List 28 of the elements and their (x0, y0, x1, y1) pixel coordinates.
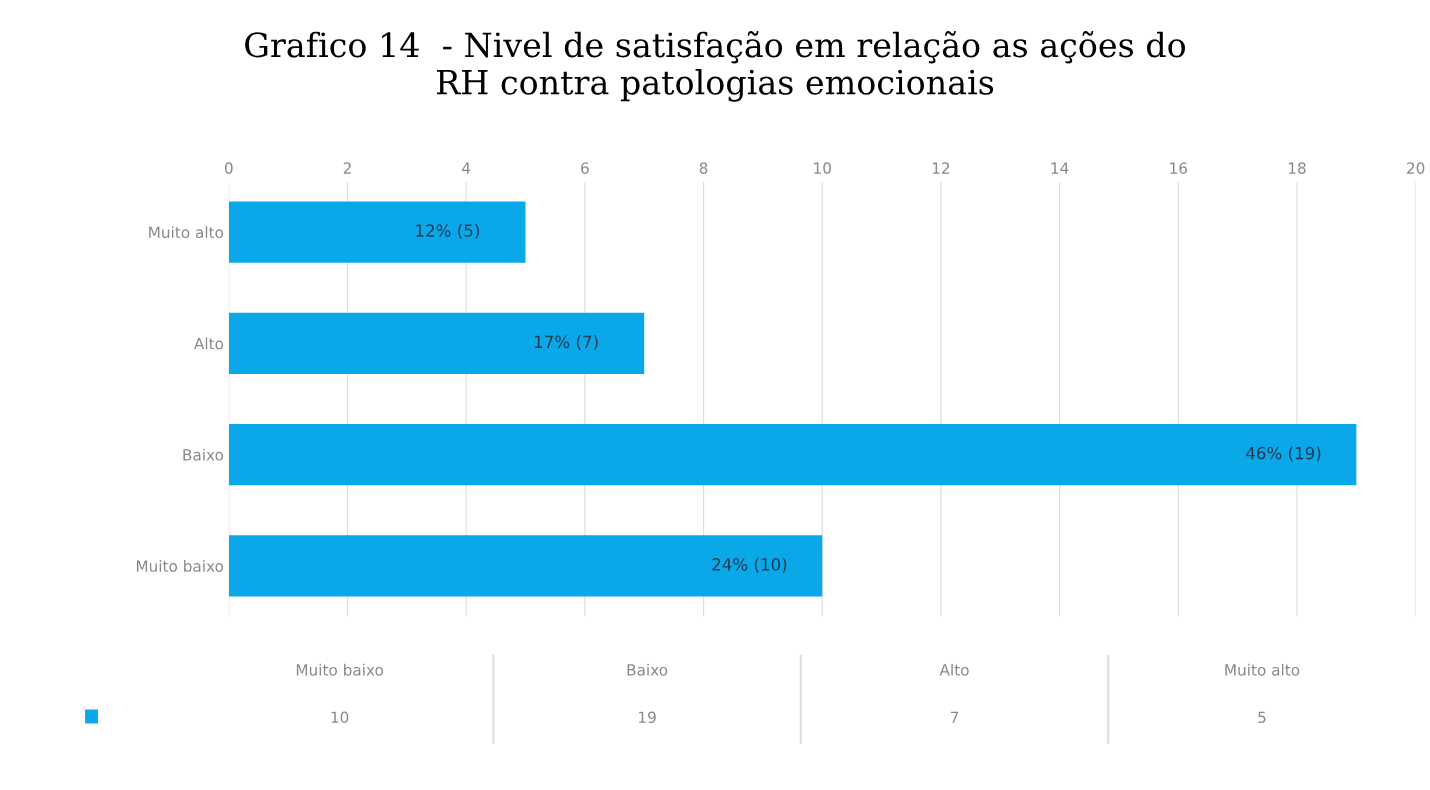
category-label: Alto (939, 663, 969, 676)
text: 5 (1258, 711, 1266, 724)
x-tick-label: 18 (1288, 162, 1306, 174)
x-tick-label: 6 (581, 162, 589, 174)
x-tick-label: 16 (1170, 162, 1188, 174)
data-label: 12% (5) (416, 224, 479, 239)
x-tick-label: 12 (932, 162, 950, 174)
category-label: Muito alto (1225, 663, 1300, 676)
x-tick-label: 10 (814, 162, 831, 174)
x-tick-label: 2 (343, 162, 351, 174)
x-tick-label: 0 (224, 162, 233, 174)
x-tick-label: 8 (699, 162, 708, 174)
text: 10 (331, 711, 349, 724)
x-tick-label: 14 (1051, 162, 1069, 174)
y-tick-label: Alto (194, 337, 224, 350)
text: 7 (950, 711, 959, 723)
y-tick-label: Baixo (183, 448, 224, 461)
chart-title: Grafico 14 - Nivel de satisfação em relação as ações do RH contra patologias emocionais (245, 31, 1186, 102)
data-label: 24% (10) (712, 557, 787, 573)
y-tick-label: Muito baixo (136, 560, 224, 572)
category-label: Baixo (627, 663, 668, 676)
x-tick-label: 4 (462, 162, 471, 174)
text: 19 (639, 711, 656, 724)
data-label: 17% (7) (534, 335, 598, 351)
category-label: Muito baixo (296, 663, 384, 676)
y-tick-label: Muito alto (149, 226, 224, 239)
x-tick-label: 20 (1407, 162, 1425, 174)
data-label: 46% (19) (1246, 446, 1321, 462)
